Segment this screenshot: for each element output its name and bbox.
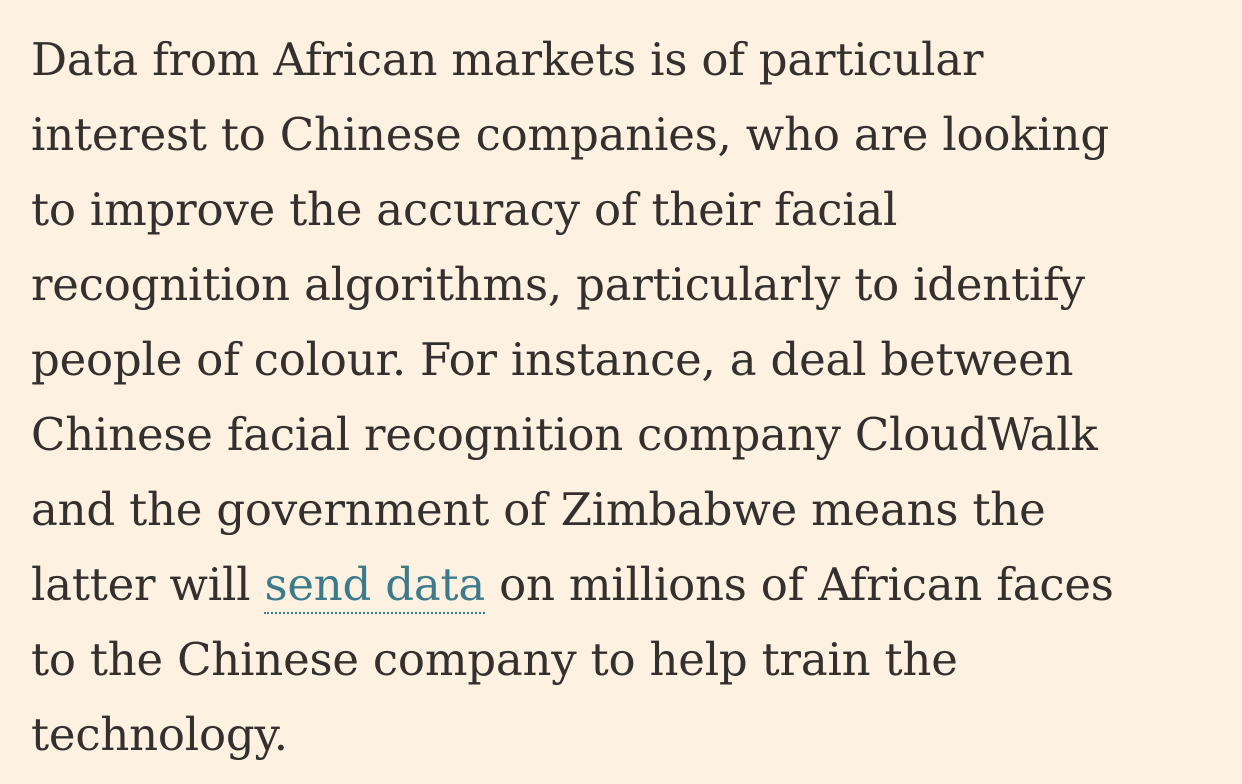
paragraph-line-7: and the government of Zimbabwe means the: [31, 483, 1046, 536]
paragraph-line-5: people of colour. For instance, a deal b…: [31, 333, 1074, 386]
send-data-link[interactable]: send data: [264, 558, 485, 614]
paragraph-line-6: Chinese facial recognition company Cloud…: [31, 408, 1098, 461]
line-8-after-link: on millions of African faces: [485, 558, 1114, 611]
paragraph-line-10: technology.: [31, 708, 288, 761]
paragraph-line-9: to the Chinese company to help train the: [31, 633, 958, 686]
paragraph-line-1: Data from African markets is of particul…: [31, 33, 984, 86]
article-paragraph: Data from African markets is of particul…: [31, 22, 1182, 772]
paragraph-line-2: interest to Chinese companies, who are l…: [31, 108, 1109, 161]
line-8-before-link: latter will: [31, 558, 265, 611]
paragraph-line-3: to improve the accuracy of their facial: [31, 183, 898, 236]
paragraph-line-8: latter will send data on millions of Afr…: [31, 547, 1182, 622]
paragraph-line-4: recognition algorithms, particularly to …: [31, 258, 1085, 311]
